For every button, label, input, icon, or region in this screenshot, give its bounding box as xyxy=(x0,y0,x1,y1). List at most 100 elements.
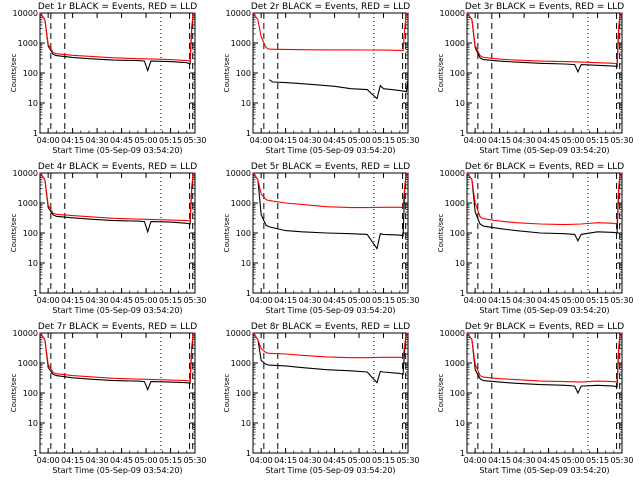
plot-frame xyxy=(466,332,623,454)
x-tick-label: 05:00 xyxy=(562,456,585,465)
x-tick-label: 05:30 xyxy=(610,456,633,465)
y-tick-label: 1 xyxy=(246,289,251,298)
x-axis-title: Start Time (05-Sep-09 03:54:20) xyxy=(479,466,609,475)
y-tick-label: 10 xyxy=(241,419,251,428)
y-tick-label: 100 xyxy=(23,229,38,238)
x-tick-label: 04:15 xyxy=(61,296,84,305)
y-tick-label: 1 xyxy=(246,129,251,138)
series-line-lld xyxy=(466,332,622,383)
panel-det-1: Det 1r BLACK = Events, RED = LLD 1 10 100 10… xyxy=(10,2,207,155)
x-tick-label: 05:15 xyxy=(586,136,609,145)
x-tick-label: 04:15 xyxy=(61,456,84,465)
x-tick-label: 04:45 xyxy=(537,456,560,465)
x-tick-label: 05:15 xyxy=(372,296,395,305)
panel-title: Det 8r BLACK = Events, RED = LLD xyxy=(251,322,410,332)
panel-det-5: Det 5r BLACK = Events, RED = LLD 1 10 100 10… xyxy=(223,162,420,315)
x-tick-label: 05:00 xyxy=(135,296,158,305)
y-tick-label: 1000 xyxy=(445,199,465,208)
y-tick-label: 100 xyxy=(23,389,38,398)
panel-title: Det 5r BLACK = Events, RED = LLD xyxy=(251,162,410,172)
x-tick-label: 04:45 xyxy=(323,296,346,305)
x-tick-label: 04:15 xyxy=(488,456,511,465)
y-tick-label: 10000 xyxy=(440,329,465,338)
y-tick-label: 1000 xyxy=(445,39,465,48)
x-tick-label: 05:00 xyxy=(348,456,371,465)
y-tick-label: 100 xyxy=(450,69,465,78)
x-tick-label: 04:30 xyxy=(86,456,109,465)
series-line-events xyxy=(268,79,409,100)
panel-det-9: Det 9r BLACK = Events, RED = LLD 1 10 100 10… xyxy=(437,322,634,475)
x-tick-label: 04:15 xyxy=(274,456,297,465)
x-tick-label: 05:15 xyxy=(586,456,609,465)
x-tick-label: 05:30 xyxy=(610,296,633,305)
x-tick-label: 04:00 xyxy=(37,296,60,305)
series-line-events xyxy=(252,172,408,251)
y-tick-label: 10 xyxy=(455,419,465,428)
y-tick-label: 1000 xyxy=(18,199,38,208)
series-line-lld xyxy=(466,172,622,226)
y-tick-label: 1 xyxy=(246,449,251,458)
x-tick-label: 04:45 xyxy=(110,456,133,465)
y-axis-title: Counts/sec xyxy=(10,374,18,413)
x-tick-label: 04:00 xyxy=(250,136,273,145)
x-tick-label: 04:45 xyxy=(537,296,560,305)
panel-title: Det 4r BLACK = Events, RED = LLD xyxy=(38,162,197,172)
x-tick-label: 05:15 xyxy=(159,136,182,145)
series-line-events xyxy=(39,332,195,392)
panel-title: Det 9r BLACK = Events, RED = LLD xyxy=(465,322,624,332)
y-tick-label: 10 xyxy=(241,99,251,108)
x-tick-label: 04:45 xyxy=(110,136,133,145)
y-axis-title: Counts/sec xyxy=(437,214,445,253)
panel-det-2: Det 2r BLACK = Events, RED = LLD 1 10 100 10… xyxy=(223,2,420,155)
x-tick-label: 05:00 xyxy=(135,136,158,145)
y-tick-label: 10000 xyxy=(13,169,38,178)
x-tick-label: 05:00 xyxy=(562,136,585,145)
plot-frame xyxy=(39,332,196,454)
x-tick-label: 04:00 xyxy=(464,456,487,465)
series-line-lld xyxy=(39,332,195,382)
x-tick-label: 04:30 xyxy=(513,136,536,145)
y-tick-label: 100 xyxy=(450,229,465,238)
x-tick-label: 04:45 xyxy=(110,296,133,305)
y-tick-label: 1 xyxy=(33,449,38,458)
x-tick-label: 04:30 xyxy=(86,136,109,145)
x-tick-label: 05:00 xyxy=(348,296,371,305)
y-tick-label: 10 xyxy=(28,259,38,268)
x-tick-label: 05:30 xyxy=(183,136,206,145)
x-tick-label: 05:30 xyxy=(183,456,206,465)
x-tick-label: 04:30 xyxy=(513,296,536,305)
y-tick-label: 10000 xyxy=(13,9,38,18)
x-tick-label: 04:30 xyxy=(299,296,322,305)
y-axis-title: Counts/sec xyxy=(437,54,445,93)
x-tick-label: 04:45 xyxy=(323,456,346,465)
x-tick-label: 05:00 xyxy=(348,136,371,145)
x-tick-label: 04:30 xyxy=(86,296,109,305)
x-tick-label: 04:45 xyxy=(323,136,346,145)
x-tick-label: 04:00 xyxy=(464,296,487,305)
series-line-lld xyxy=(252,12,408,52)
x-tick-label: 05:30 xyxy=(183,296,206,305)
y-axis-title: Counts/sec xyxy=(10,214,18,253)
x-tick-label: 05:00 xyxy=(562,296,585,305)
plot-frame xyxy=(39,172,196,294)
x-axis-title: Start Time (05-Sep-09 03:54:20) xyxy=(52,146,182,155)
y-tick-label: 10 xyxy=(241,259,251,268)
plot-frame xyxy=(252,12,409,134)
plot-frame xyxy=(39,12,196,134)
panel-title: Det 3r BLACK = Events, RED = LLD xyxy=(465,2,624,12)
x-tick-label: 05:15 xyxy=(372,456,395,465)
panel-det-6: Det 6r BLACK = Events, RED = LLD 1 10 100 10… xyxy=(437,162,634,315)
x-tick-label: 05:30 xyxy=(396,296,419,305)
y-tick-label: 1 xyxy=(460,449,465,458)
x-tick-label: 04:00 xyxy=(250,456,273,465)
x-tick-label: 04:00 xyxy=(250,296,273,305)
x-tick-label: 04:30 xyxy=(513,456,536,465)
x-tick-label: 05:30 xyxy=(396,136,419,145)
x-tick-label: 05:00 xyxy=(135,456,158,465)
x-tick-label: 05:15 xyxy=(586,296,609,305)
x-tick-label: 04:00 xyxy=(37,136,60,145)
panel-det-3: Det 3r BLACK = Events, RED = LLD 1 10 100 10… xyxy=(437,2,634,155)
y-axis-title: Counts/sec xyxy=(223,214,231,253)
panel-title: Det 6r BLACK = Events, RED = LLD xyxy=(465,162,624,172)
